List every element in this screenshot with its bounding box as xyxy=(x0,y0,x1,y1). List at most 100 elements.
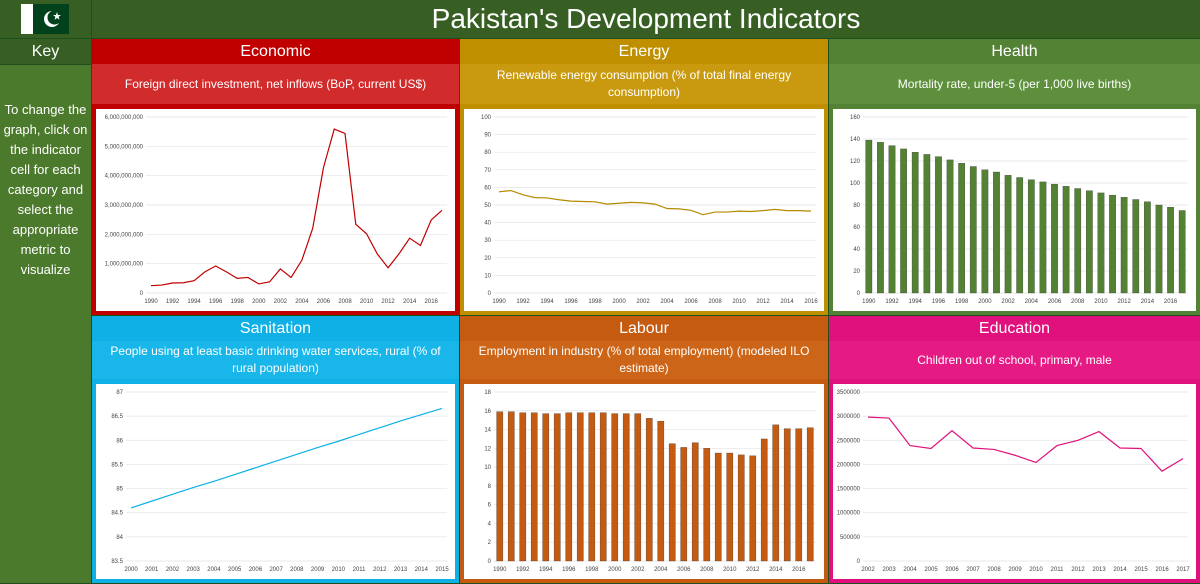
x-tick-label: 2004 xyxy=(1025,299,1039,305)
x-tick-label: 2017 xyxy=(1176,567,1190,573)
y-tick-label: 10 xyxy=(484,465,491,471)
y-tick-label: 4 xyxy=(488,521,492,527)
x-tick-label: 2002 xyxy=(1001,299,1015,305)
indicator-cell-labour[interactable]: Employment in industry (% of total emplo… xyxy=(460,341,828,379)
y-tick-label: 12 xyxy=(484,446,491,452)
x-tick-label: 2000 xyxy=(978,299,992,305)
x-tick-label: 2009 xyxy=(311,567,325,573)
y-tick-label: 20 xyxy=(853,269,860,275)
bar xyxy=(772,424,780,562)
y-tick-label: 20 xyxy=(484,256,491,262)
series-line xyxy=(867,416,1184,472)
x-tick-label: 2015 xyxy=(1134,567,1148,573)
bar xyxy=(888,145,896,294)
bar xyxy=(1051,183,1058,294)
bar xyxy=(1039,181,1047,294)
x-tick-label: 2013 xyxy=(1092,567,1106,573)
x-tick-label: 2000 xyxy=(124,567,138,573)
x-tick-label: 2016 xyxy=(792,567,806,573)
x-tick-label: 2000 xyxy=(612,299,626,305)
x-tick-label: 2012 xyxy=(1071,567,1085,573)
bar xyxy=(958,163,966,294)
category-header-economic: Economic xyxy=(240,43,311,60)
x-tick-label: 2010 xyxy=(360,299,374,305)
bar xyxy=(622,413,630,562)
x-tick-label: 2014 xyxy=(1113,567,1127,573)
x-tick-label: 2004 xyxy=(903,567,917,573)
bar xyxy=(599,412,607,562)
bar xyxy=(1120,197,1128,294)
bar xyxy=(611,413,619,562)
x-tick-label: 2006 xyxy=(317,299,331,305)
y-tick-label: 10 xyxy=(484,273,491,279)
x-tick-label: 2011 xyxy=(353,567,367,573)
x-tick-label: 1992 xyxy=(516,567,530,573)
bar xyxy=(714,452,722,562)
indicator-cell-energy[interactable]: Renewable energy consumption (% of total… xyxy=(460,64,828,104)
x-tick-label: 2006 xyxy=(945,567,959,573)
x-tick-label: 2002 xyxy=(166,567,180,573)
x-tick-label: 1996 xyxy=(562,567,576,573)
x-tick-label: 1996 xyxy=(209,299,223,305)
y-tick-label: 6,000,000,000 xyxy=(105,115,144,121)
y-tick-label: 0 xyxy=(488,559,492,565)
x-tick-label: 2004 xyxy=(207,567,221,573)
chart-svg-health: 0 20 40 60 80 100 120 140 160 1990 1992 1994 1996 199… xyxy=(850,115,1188,305)
x-tick-label: 2003 xyxy=(882,567,896,573)
x-tick-label: 1990 xyxy=(862,299,876,305)
y-tick-label: 2000000 xyxy=(837,462,861,468)
indicator-cell-sanitation[interactable]: People using at least basic drinking wat… xyxy=(92,341,459,379)
bar xyxy=(645,418,653,562)
x-tick-label: 2008 xyxy=(987,567,1001,573)
chart-svg-energy: 0 10 20 30 40 50 60 70 80 90 100 1990 1992 1994 1996 19… xyxy=(481,115,818,305)
x-tick-label: 2008 xyxy=(700,567,714,573)
y-tick-label: 85.5 xyxy=(111,462,123,468)
bar xyxy=(576,412,584,562)
y-tick-label: 60 xyxy=(484,185,491,191)
panel-education: Education Children out of school, primary… xyxy=(829,316,1200,583)
chart-svg-economic: 0 1,000,000,000 2,000,000,000 3,000,000,000… xyxy=(105,115,447,305)
y-tick-label: 30 xyxy=(484,238,491,244)
x-tick-label: 2004 xyxy=(295,299,309,305)
bar xyxy=(565,412,573,562)
y-tick-label: 4,000,000,000 xyxy=(105,174,144,180)
chart-sanitation: 83.5 84 84.5 85 85.5 86 86.5 87 2000 2001 2002 2003… xyxy=(96,384,455,579)
bar xyxy=(726,452,734,562)
y-tick-label: 0 xyxy=(857,559,861,565)
x-tick-label: 2015 xyxy=(435,567,449,573)
x-tick-label: 2010 xyxy=(732,299,746,305)
bar xyxy=(691,442,699,562)
y-tick-label: 2 xyxy=(488,540,492,546)
x-tick-label: 2008 xyxy=(338,299,352,305)
chart-labour: 0 2 4 6 8 10 12 14 16 18 1990 1992 1994 1996 1998 2000 2… xyxy=(464,384,824,579)
x-tick-label: 2010 xyxy=(1094,299,1108,305)
y-tick-label: 80 xyxy=(853,203,860,209)
x-tick-label: 2000 xyxy=(608,567,622,573)
y-tick-label: 3,000,000,000 xyxy=(105,203,144,209)
indicator-cell-economic[interactable]: Foreign direct investment, net inflows (… xyxy=(92,64,459,104)
x-tick-label: 2010 xyxy=(1029,567,1043,573)
x-tick-label: 1990 xyxy=(144,299,158,305)
pakistan-flag-icon xyxy=(21,4,69,34)
y-tick-label: 6 xyxy=(488,503,492,509)
indicator-cell-education[interactable]: Children out of school, primary, male xyxy=(829,341,1200,379)
x-tick-label: 2014 xyxy=(1141,299,1155,305)
category-header-health: Health xyxy=(991,43,1038,60)
x-tick-label: 2002 xyxy=(861,567,875,573)
x-tick-label: 2007 xyxy=(269,567,283,573)
x-tick-label: 2012 xyxy=(1117,299,1131,305)
x-tick-label: 2002 xyxy=(631,567,645,573)
x-tick-label: 2006 xyxy=(1048,299,1062,305)
bar xyxy=(680,447,688,562)
y-tick-label: 1000000 xyxy=(837,511,861,517)
panel-health: Health Mortality rate, under-5 (per 1,000… xyxy=(829,39,1200,315)
y-tick-label: 70 xyxy=(484,168,491,174)
x-tick-label: 2001 xyxy=(145,567,159,573)
y-tick-label: 16 xyxy=(484,409,491,415)
x-tick-label: 1998 xyxy=(588,299,602,305)
indicator-cell-health[interactable]: Mortality rate, under-5 (per 1,000 live … xyxy=(829,64,1200,104)
x-tick-label: 2014 xyxy=(769,567,783,573)
category-header-education: Education xyxy=(978,320,1051,337)
y-tick-label: 14 xyxy=(484,428,491,434)
bar xyxy=(507,411,515,562)
